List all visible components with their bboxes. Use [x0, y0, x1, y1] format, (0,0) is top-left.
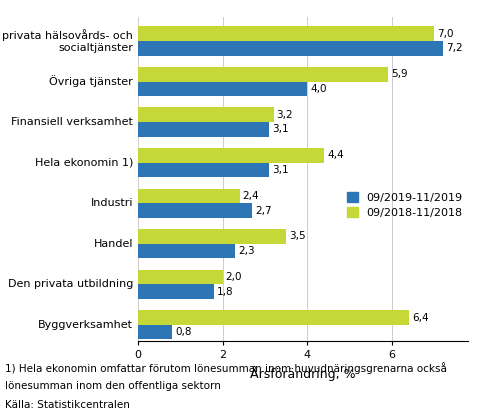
Text: 4,0: 4,0 [311, 84, 327, 94]
Text: 3,2: 3,2 [277, 110, 293, 120]
Text: 1) Hela ekonomin omfattar förutom lönesumman inom huvudnäringsgrenarna också: 1) Hela ekonomin omfattar förutom lönesu… [5, 362, 447, 374]
Bar [138, 82, 308, 96]
Text: 5,9: 5,9 [391, 69, 408, 79]
Text: 4,4: 4,4 [327, 150, 344, 160]
Bar [138, 67, 388, 82]
Bar [138, 26, 434, 41]
Bar [138, 285, 214, 299]
Text: 7,0: 7,0 [437, 29, 454, 39]
Bar [138, 244, 236, 258]
Bar [138, 163, 269, 177]
Bar [138, 148, 324, 163]
Bar [138, 270, 223, 285]
Bar [138, 188, 240, 203]
Text: 3,1: 3,1 [272, 124, 289, 134]
Bar [138, 310, 409, 325]
Text: 1,8: 1,8 [217, 287, 234, 297]
Text: 2,3: 2,3 [239, 246, 255, 256]
Text: 2,4: 2,4 [243, 191, 259, 201]
Bar [138, 41, 443, 56]
Text: 2,0: 2,0 [226, 272, 242, 282]
Text: 3,5: 3,5 [289, 231, 306, 241]
X-axis label: Årsförändring, %: Årsförändring, % [250, 366, 356, 381]
Text: 7,2: 7,2 [446, 43, 462, 53]
Bar [138, 122, 269, 137]
Bar [138, 107, 274, 122]
Text: 2,7: 2,7 [255, 206, 272, 215]
Text: 6,4: 6,4 [412, 312, 428, 322]
Bar [138, 203, 252, 218]
Bar [138, 229, 286, 244]
Text: 3,1: 3,1 [272, 165, 289, 175]
Text: Källa: Statistikcentralen: Källa: Statistikcentralen [5, 400, 130, 410]
Legend: 09/2019-11/2019, 09/2018-11/2018: 09/2019-11/2019, 09/2018-11/2018 [347, 192, 463, 218]
Text: lönesumman inom den offentliga sektorn: lönesumman inom den offentliga sektorn [5, 381, 221, 391]
Bar [138, 325, 172, 339]
Text: 0,8: 0,8 [175, 327, 191, 337]
